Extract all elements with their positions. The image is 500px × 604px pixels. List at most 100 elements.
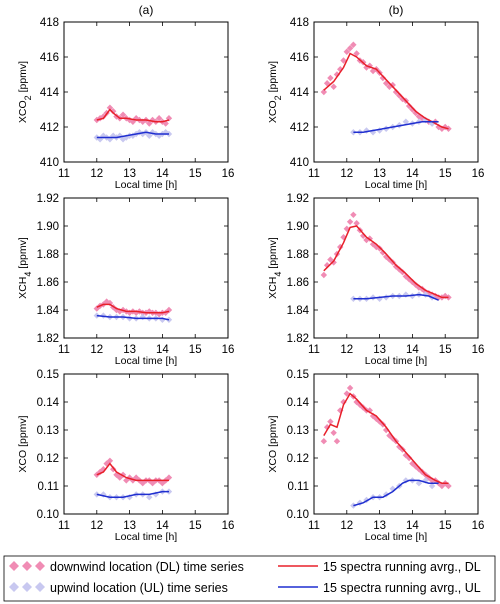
series-line [96,108,170,123]
data-point [93,312,100,319]
y-axis-label: XCO2 [ppmv] [17,61,33,123]
legend-dl-marker [22,561,32,571]
data-point [350,211,357,218]
legend: downwind location (DL) time series upwin… [3,555,496,602]
x-tick-label: 16 [222,520,235,532]
legend-item-ul-line: 15 spectra running avrg., UL [278,581,481,595]
y-tick-label: 418 [40,17,59,29]
series-line [323,225,449,299]
data-point [139,130,146,138]
y-tick-label: 0.12 [287,453,309,465]
y-axis-label: XCO [ppmv] [17,415,29,472]
x-tick-label: 15 [439,168,452,180]
y-tick-label: 414 [40,87,60,99]
x-tick-label: 12 [340,344,353,356]
y-tick-label: 0.14 [287,397,310,409]
data-point [110,108,117,115]
x-tick-label: 14 [156,344,169,356]
x-axis-label: Local time [h] [365,355,428,367]
data-point [350,41,357,48]
data-point [146,494,153,501]
y-tick-label: 0.15 [287,369,309,381]
series-group [93,104,173,143]
x-tick-label: 12 [90,344,103,356]
data-point [119,111,127,118]
y-tick-label: 0.14 [37,397,60,409]
data-point [337,243,344,251]
y-tick-label: 1.86 [37,277,59,289]
x-tick-label: 16 [222,168,235,180]
y-tick-label: 0.10 [287,509,309,521]
series-line [96,462,169,482]
data-point [155,115,163,122]
x-tick-label: 11 [58,168,70,180]
panel-column-label: (b) [389,3,404,17]
series-group [320,211,452,302]
y-tick-label: 1.88 [37,249,59,261]
legend-ul-marker [35,582,45,592]
plot-frame [63,197,229,339]
data-point [149,116,156,124]
x-tick-label: 11 [308,344,320,356]
y-tick-label: 1.86 [287,277,309,289]
data-point [146,308,153,315]
data-point [139,480,146,487]
data-point [123,134,130,141]
x-tick-label: 12 [90,520,103,532]
legend-item-dl-points: downwind location (DL) time series [9,560,244,574]
y-tick-label: 418 [290,17,309,29]
panels-group: (a) 11 12 13 14 15 16 410 412 414 416 418 Local time… [17,3,484,543]
y-tick-label: 416 [40,52,59,64]
series-line [323,392,449,484]
data-point [106,104,114,111]
data-point [405,102,413,110]
x-tick-label: 13 [123,344,136,356]
chart-panel-5: 11 12 13 14 15 16 0.10 0.11 0.12 0.13 0.14 0.15 Loca… [267,369,484,543]
data-point [346,218,354,225]
y-tick-label: 412 [290,122,309,134]
y-tick-label: 412 [40,122,59,134]
y-axis-label: XCO2 [ppmv] [267,61,283,123]
y-tick-label: 1.82 [37,333,59,345]
data-point [405,454,413,462]
data-point [100,132,107,139]
legend-label: 15 spectra running avrg., DL [323,560,481,574]
y-tick-label: 1.90 [287,221,309,233]
legend-label: 15 spectra running avrg., UL [323,581,481,595]
y-axis-label: XCH4 [ppmv] [267,237,283,299]
series-group [93,298,173,323]
x-tick-label: 13 [123,520,136,532]
data-point [409,106,416,113]
y-tick-label: 0.10 [37,509,59,521]
data-point [327,74,334,82]
data-point [320,88,328,96]
chart-panel-1: (b) 11 12 13 14 15 16 410 412 414 416 418 Local time… [267,3,484,191]
data-point [340,57,347,64]
legend-label: downwind location (DL) time series [50,560,244,574]
y-tick-label: 0.13 [37,425,59,437]
x-tick-label: 13 [373,344,386,356]
chart-panel-3: 11 12 13 14 15 16 1.82 1.84 1.86 1.88 1.90 1.92 Loca… [267,193,484,367]
data-point [323,80,331,87]
data-point [346,384,354,392]
data-point [320,438,328,445]
y-tick-label: 1.90 [37,221,59,233]
data-point [136,129,143,136]
data-point [119,136,127,143]
x-tick-label: 16 [472,168,485,180]
x-tick-label: 14 [406,520,419,532]
legend-dl-marker [35,561,45,571]
series-group [320,384,452,509]
x-tick-label: 11 [58,520,70,532]
data-point [146,132,153,139]
data-point [106,136,114,143]
data-point [116,132,123,139]
data-point [428,482,436,490]
y-axis-label: XCO [ppmv] [267,415,279,472]
y-tick-label: 0.11 [287,481,309,493]
data-point [327,418,334,425]
panel-column-label: (a) [139,3,154,17]
series-group [93,457,173,501]
data-point [389,81,396,89]
